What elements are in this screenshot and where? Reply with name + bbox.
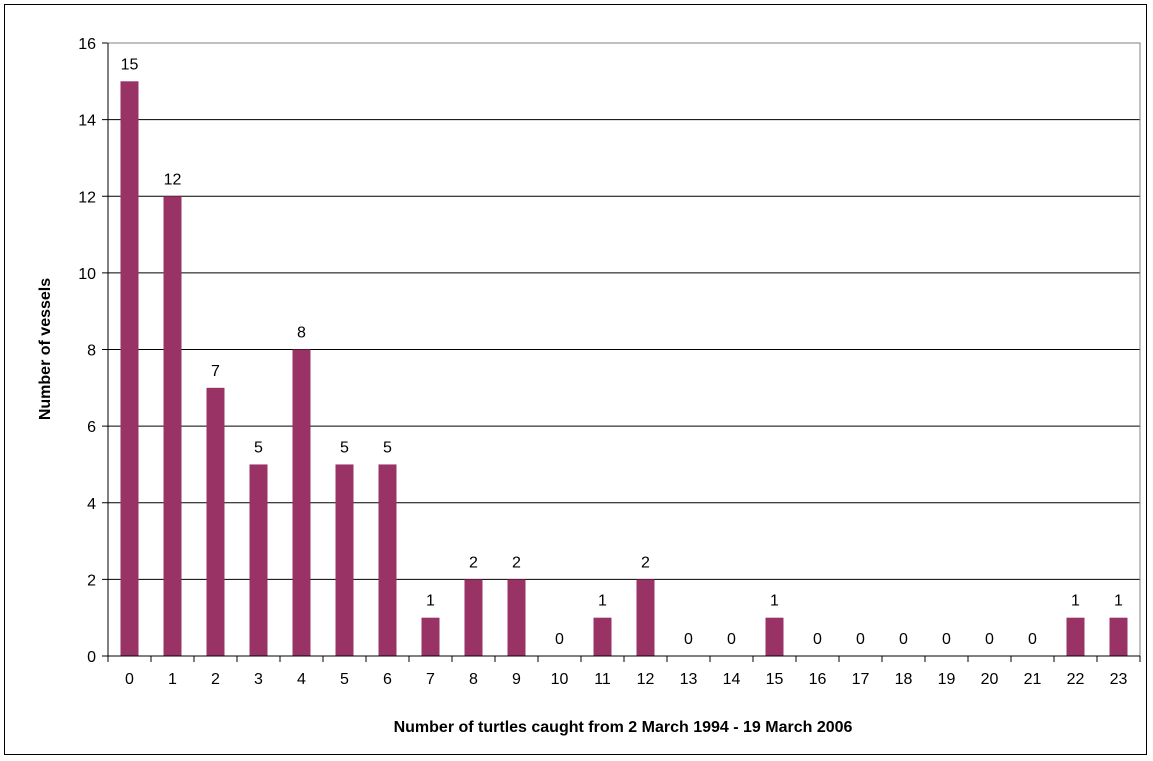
data-label: 5 [340, 439, 349, 456]
x-tick-labels: 0 1 2 3 4 5 6 7 8 9 10 11 12 13 14 15 16 17 18 19 20 21 22 23 [125, 671, 1127, 688]
bar [464, 579, 483, 656]
bar [1109, 617, 1128, 656]
x-tick-label: 6 [383, 671, 392, 688]
data-label: 1 [598, 593, 607, 610]
bar [593, 617, 612, 656]
bar [1066, 617, 1085, 656]
data-label: 0 [813, 631, 822, 648]
x-tick-label: 22 [1067, 671, 1085, 688]
x-tick-label: 13 [680, 671, 698, 688]
bar [507, 579, 526, 656]
y-tick-label: 12 [78, 189, 96, 206]
bar [335, 464, 354, 656]
chart-frame [4, 4, 1147, 755]
x-axis-title: Number of turtles caught from 2 March 19… [394, 719, 853, 736]
bar [378, 464, 397, 656]
data-label: 1 [770, 593, 779, 610]
data-label: 1 [426, 593, 435, 610]
data-label: 0 [856, 631, 865, 648]
x-tick-label: 10 [551, 671, 569, 688]
axes [107, 42, 1141, 662]
data-label: 2 [641, 554, 650, 571]
y-tick-label: 2 [87, 572, 96, 589]
x-tick-label: 0 [125, 671, 134, 688]
y-tick-label: 0 [87, 649, 96, 666]
data-label: 0 [899, 631, 908, 648]
y-tick-labels: 0 2 4 6 8 10 12 14 16 [78, 36, 96, 666]
data-label: 0 [985, 631, 994, 648]
bar [120, 81, 139, 656]
x-tick-label: 11 [594, 671, 611, 688]
bar [163, 196, 182, 656]
x-tick-label: 23 [1110, 671, 1128, 688]
x-tick-label: 3 [254, 671, 263, 688]
x-tick-label: 19 [938, 671, 956, 688]
x-tick-label: 21 [1024, 671, 1042, 688]
y-tick-label: 8 [87, 343, 96, 360]
bar [421, 617, 440, 656]
bar [292, 349, 311, 656]
x-tick-label: 9 [512, 671, 521, 688]
bar [206, 387, 225, 656]
data-label: 2 [469, 554, 478, 571]
x-tick-label: 5 [340, 671, 349, 688]
data-label: 0 [684, 631, 693, 648]
data-label: 0 [555, 631, 564, 648]
x-tick-label: 12 [637, 671, 655, 688]
data-label: 8 [297, 325, 306, 342]
data-label: 1 [1071, 593, 1080, 610]
data-label: 0 [942, 631, 951, 648]
data-label: 7 [211, 363, 220, 380]
y-tick-label: 14 [78, 113, 96, 130]
x-tick-label: 15 [766, 671, 784, 688]
y-tick-label: 4 [87, 496, 96, 513]
x-tick-label: 8 [469, 671, 478, 688]
data-label: 12 [164, 171, 182, 188]
data-label: 0 [1028, 631, 1037, 648]
data-label: 0 [727, 631, 736, 648]
y-tick-label: 10 [78, 266, 96, 283]
x-tick-label: 16 [809, 671, 827, 688]
bar [249, 464, 268, 656]
y-tick-label: 16 [78, 36, 96, 53]
data-label: 1 [1114, 593, 1123, 610]
y-tick-label: 6 [87, 419, 96, 436]
bar [765, 617, 784, 656]
bars [120, 81, 1128, 656]
x-tick-label: 1 [168, 671, 177, 688]
x-tick-label: 18 [895, 671, 913, 688]
x-tick-label: 14 [723, 671, 741, 688]
data-label: 2 [512, 554, 521, 571]
data-label: 15 [121, 56, 139, 73]
data-label: 5 [383, 439, 392, 456]
bar [636, 579, 655, 656]
x-tick-label: 20 [981, 671, 999, 688]
x-tick-label: 2 [211, 671, 220, 688]
y-axis-title: Number of vessels [37, 278, 54, 420]
x-tick-label: 7 [426, 671, 435, 688]
x-tick-label: 4 [297, 671, 306, 688]
x-tick-label: 17 [852, 671, 870, 688]
data-label: 5 [254, 439, 263, 456]
